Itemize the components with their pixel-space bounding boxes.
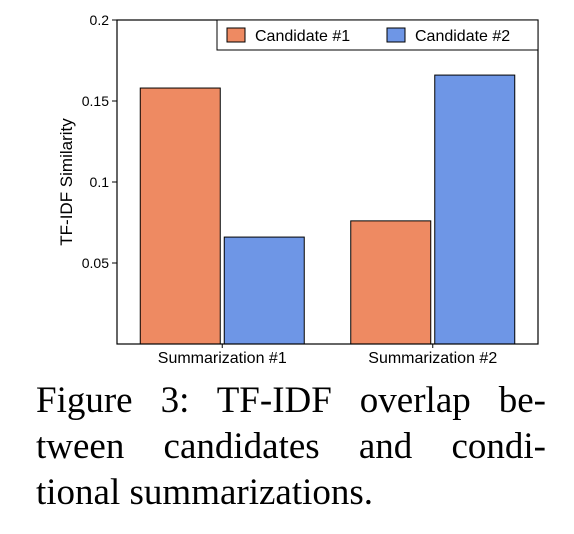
bar-2-1 xyxy=(223,236,305,345)
bars-layer xyxy=(139,74,516,345)
caption-line-2: tween candidates and condi- xyxy=(36,426,546,467)
legend-label-2: Candidate #2 xyxy=(415,28,510,45)
caption-line-1: Figure 3: TF-IDF overlap be- xyxy=(36,380,546,421)
y-tick-label: 0.05 xyxy=(82,255,109,271)
legend-box xyxy=(216,19,539,51)
y-tick-label: 0.15 xyxy=(82,93,109,109)
y-tick-label: 0.2 xyxy=(90,12,110,28)
y-axis-title: TF-IDF Similarity xyxy=(57,118,76,246)
figure-caption: Figure 3: TF-IDF overlap be- tween candi… xyxy=(36,378,546,516)
caption-line-3: tional summarizations. xyxy=(36,472,374,513)
x-axis: Summarization #1 Summarization #2 xyxy=(158,344,497,367)
y-tick-label: 0.1 xyxy=(90,174,110,190)
x-tick-label: Summarization #1 xyxy=(158,350,287,367)
legend-label-1: Candidate #1 xyxy=(255,28,350,45)
x-tick-label: Summarization #2 xyxy=(368,350,497,367)
y-axis: 0.05 0.1 0.15 0.2 xyxy=(82,12,117,271)
legend-swatch-1 xyxy=(226,27,246,43)
legend-swatch-2 xyxy=(386,27,406,43)
legend: Candidate #1 Candidate #2 xyxy=(216,19,539,51)
bar-2-2 xyxy=(434,74,516,345)
bar-1-1 xyxy=(139,87,221,345)
bar-chart: 0.050.10.150.2 Summarization #1 Summariza… xyxy=(57,12,539,367)
bar-1-2 xyxy=(350,220,432,345)
